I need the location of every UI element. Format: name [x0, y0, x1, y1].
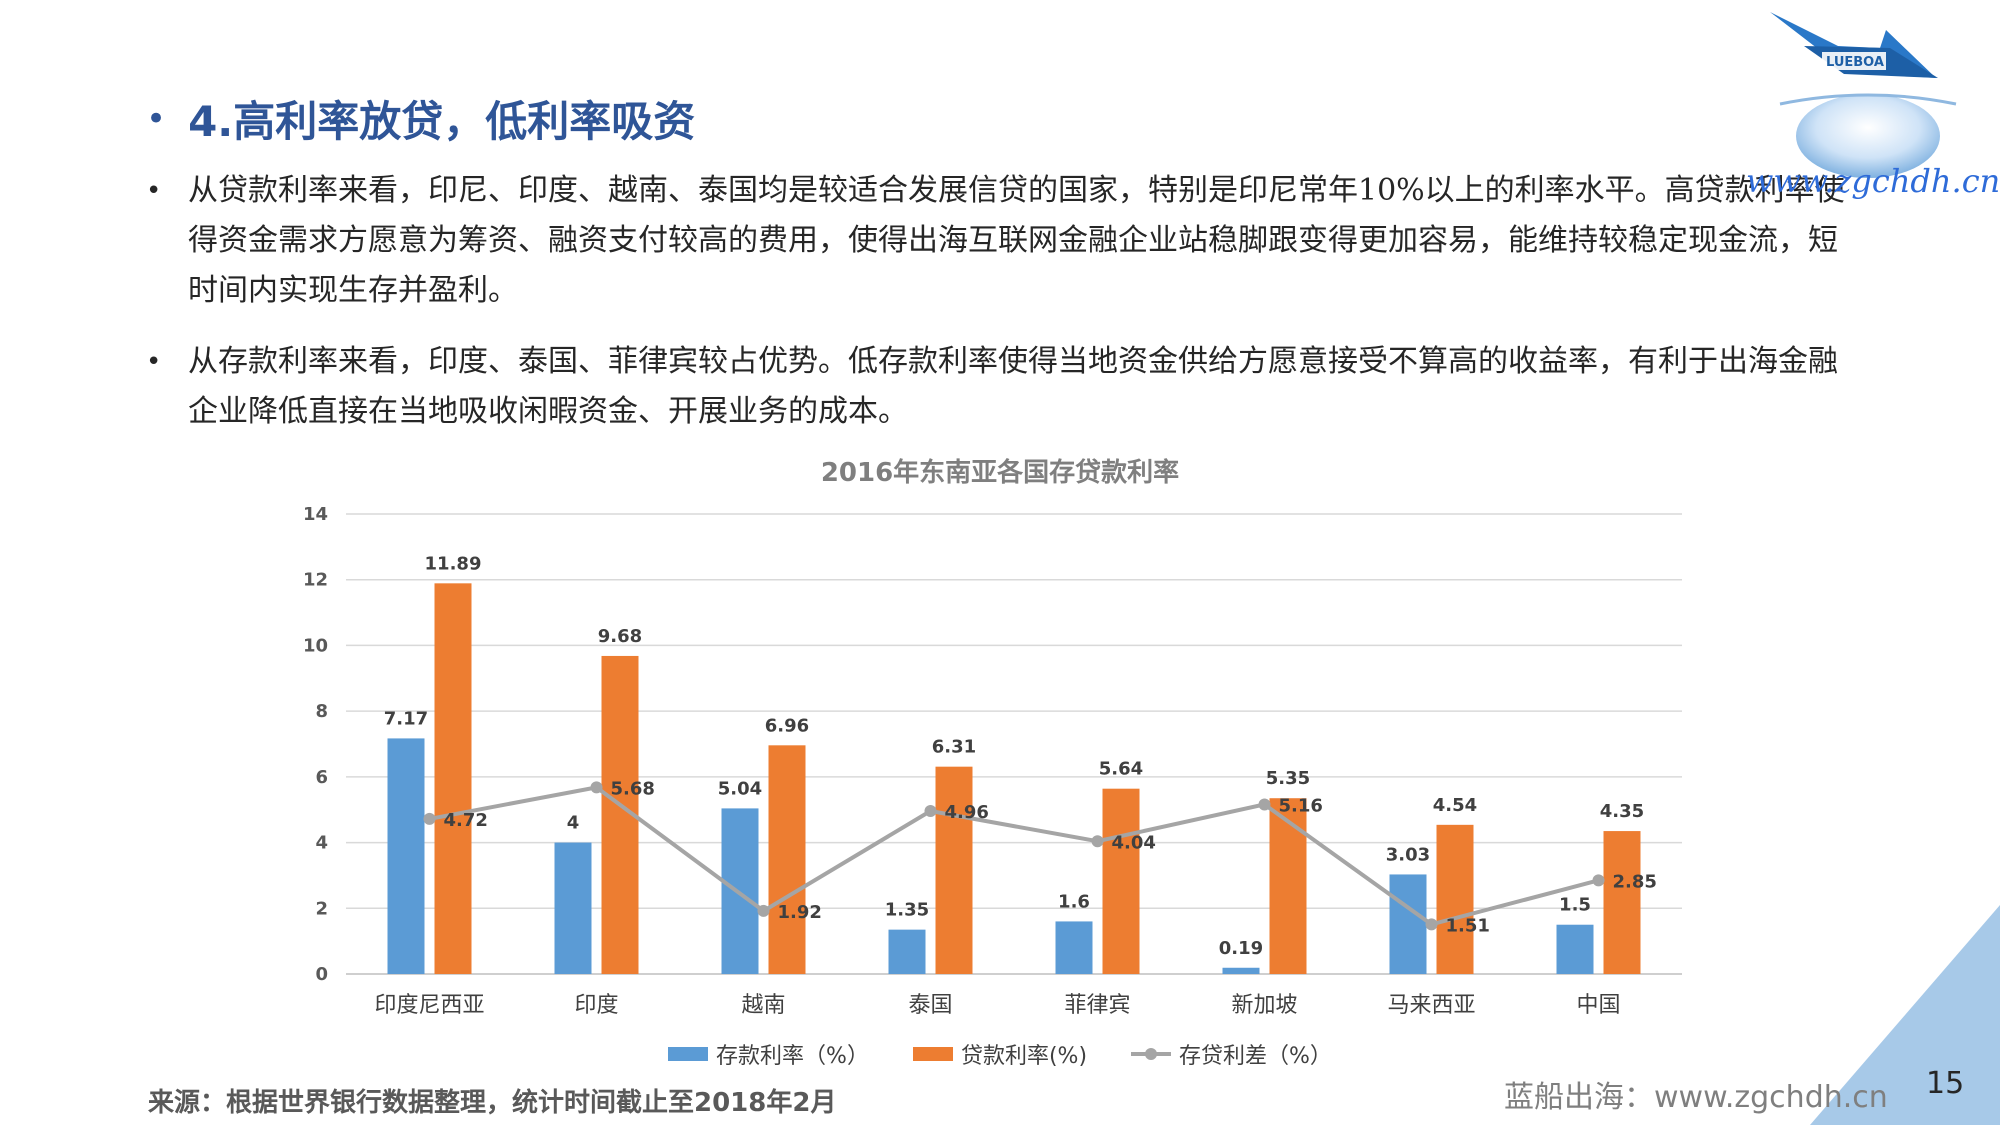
- loan-bar: [768, 745, 806, 974]
- x-category-label: 中国: [1576, 993, 1620, 1018]
- lueboat-logo-icon: LUEBOA: [1770, 12, 1957, 178]
- loan-data-label: 5.64: [1099, 759, 1143, 780]
- spread-data-label: 4.04: [1112, 832, 1156, 853]
- spread-line: [429, 785, 1600, 927]
- slide-title-row: • 4.高利率放贷，低利率吸资: [146, 88, 695, 149]
- x-category-label: 越南: [741, 993, 785, 1018]
- loan-bar: [1603, 831, 1641, 974]
- loan-bar: [1102, 788, 1140, 974]
- title-bullet-icon: •: [146, 98, 167, 139]
- bullet-dot-icon: •: [146, 347, 162, 377]
- x-category-label: 菲律宾: [1064, 993, 1130, 1018]
- deposit-bar: [387, 738, 425, 974]
- spread-data-label: 4.72: [444, 810, 488, 831]
- spread-data-label: 2.85: [1613, 871, 1657, 892]
- y-tick-label: 6: [315, 767, 328, 788]
- deposit-bar: [1222, 967, 1260, 974]
- x-category-label: 印度: [574, 993, 618, 1018]
- y-tick-label: 4: [315, 833, 328, 854]
- logo-text: LUEBOA: [1826, 55, 1884, 70]
- bullet-dot-icon: •: [146, 176, 162, 206]
- loan-bar: [935, 766, 973, 974]
- deposit-bar: [1055, 921, 1093, 974]
- x-category-label: 印度尼西亚: [374, 993, 484, 1018]
- loan-data-label: 4.54: [1433, 795, 1477, 816]
- chart-title: 2016年东南亚各国存贷款利率: [820, 458, 1180, 488]
- spread-point: [590, 781, 603, 794]
- chart-legend: 存款利率（%） 贷款利率(%) 存贷利差（%）: [0, 1038, 2000, 1070]
- deposit-data-label: 5.04: [718, 778, 762, 799]
- x-category-label: 新加坡: [1231, 993, 1297, 1018]
- deposit-data-label: 0.19: [1219, 938, 1263, 959]
- deposit-data-label: 4: [567, 813, 580, 834]
- bullet-paragraph-1: • 从贷款利率来看，印尼、印度、越南、泰国均是较适合发展信贷的国家，特别是印尼常…: [146, 166, 1846, 316]
- page-number: 15: [1926, 1066, 1965, 1101]
- spread-data-label: 5.68: [611, 778, 655, 799]
- deposit-data-label: 7.17: [384, 708, 428, 729]
- deposit-bar: [888, 929, 926, 974]
- y-tick-label: 8: [315, 701, 328, 722]
- loan-data-label: 11.89: [425, 553, 482, 574]
- spread-point: [423, 812, 436, 825]
- spread-point: [1592, 874, 1605, 887]
- deposit-data-label: 1.5: [1559, 895, 1591, 916]
- loan-data-label: 6.96: [765, 715, 809, 736]
- loan-bar: [434, 583, 472, 974]
- watermark-url: www.zgchdh.cn: [1746, 162, 2000, 200]
- spread-data-label: 4.96: [945, 802, 989, 823]
- x-category-label: 马来西亚: [1387, 993, 1475, 1018]
- footer-brand: 蓝船出海：www.zgchdh.cn: [1504, 1080, 1888, 1115]
- spread-data-label: 1.92: [778, 902, 822, 923]
- y-tick-label: 14: [303, 504, 328, 525]
- deposit-bar: [1556, 924, 1594, 974]
- legend-swatch-deposit: [668, 1047, 709, 1061]
- deposit-bar: [554, 842, 592, 974]
- legend-label-spread: 存贷利差（%）: [1179, 1044, 1332, 1069]
- y-tick-label: 0: [315, 964, 328, 985]
- deposit-data-label: 1.6: [1058, 891, 1090, 912]
- spread-point: [924, 805, 937, 818]
- y-tick-label: 10: [303, 635, 328, 656]
- legend-item-deposit: 存款利率（%）: [668, 1038, 869, 1070]
- legend-swatch-loan: [912, 1047, 953, 1061]
- y-tick-label: 12: [303, 570, 328, 591]
- loan-data-label: 9.68: [598, 626, 642, 647]
- source-note: 来源：根据世界银行数据整理，统计时间截止至2018年2月: [148, 1088, 837, 1118]
- loan-data-label: 5.35: [1266, 768, 1310, 789]
- spread-point: [1091, 835, 1104, 848]
- y-tick-label: 2: [315, 898, 328, 919]
- legend-label-deposit: 存款利率（%）: [716, 1044, 869, 1069]
- spread-point: [1258, 798, 1271, 811]
- loan-data-label: 6.31: [932, 737, 976, 758]
- deposit-bar: [1389, 874, 1427, 974]
- x-category-label: 泰国: [908, 993, 952, 1018]
- legend-item-spread: 存贷利差（%）: [1131, 1038, 1332, 1070]
- spread-data-label: 5.16: [1279, 795, 1323, 816]
- legend-label-loan: 贷款利率(%): [960, 1044, 1088, 1069]
- loan-bar: [1269, 798, 1307, 974]
- bullet-text-1: 从贷款利率来看，印尼、印度、越南、泰国均是较适合发展信贷的国家，特别是印尼常年1…: [188, 173, 1845, 308]
- loan-data-label: 4.35: [1600, 801, 1644, 822]
- spread-data-label: 1.51: [1446, 915, 1490, 936]
- deposit-data-label: 3.03: [1386, 844, 1430, 865]
- corner-accent-shape: [1810, 905, 2000, 1125]
- spread-point: [1425, 918, 1438, 931]
- bullet-paragraph-2: • 从存款利率来看，印度、泰国、菲律宾较占优势。低存款利率使得当地资金供给方愿意…: [146, 337, 1846, 437]
- loan-bar: [1436, 824, 1474, 974]
- slide-title: 4.高利率放贷，低利率吸资: [188, 97, 696, 146]
- legend-item-loan: 贷款利率(%): [912, 1038, 1088, 1070]
- deposit-data-label: 1.35: [885, 900, 929, 921]
- legend-line-spread: [1131, 1048, 1172, 1060]
- spread-point: [757, 904, 770, 917]
- bullet-text-2: 从存款利率来看，印度、泰国、菲律宾较占优势。低存款利率使得当地资金供给方愿意接受…: [188, 344, 1838, 429]
